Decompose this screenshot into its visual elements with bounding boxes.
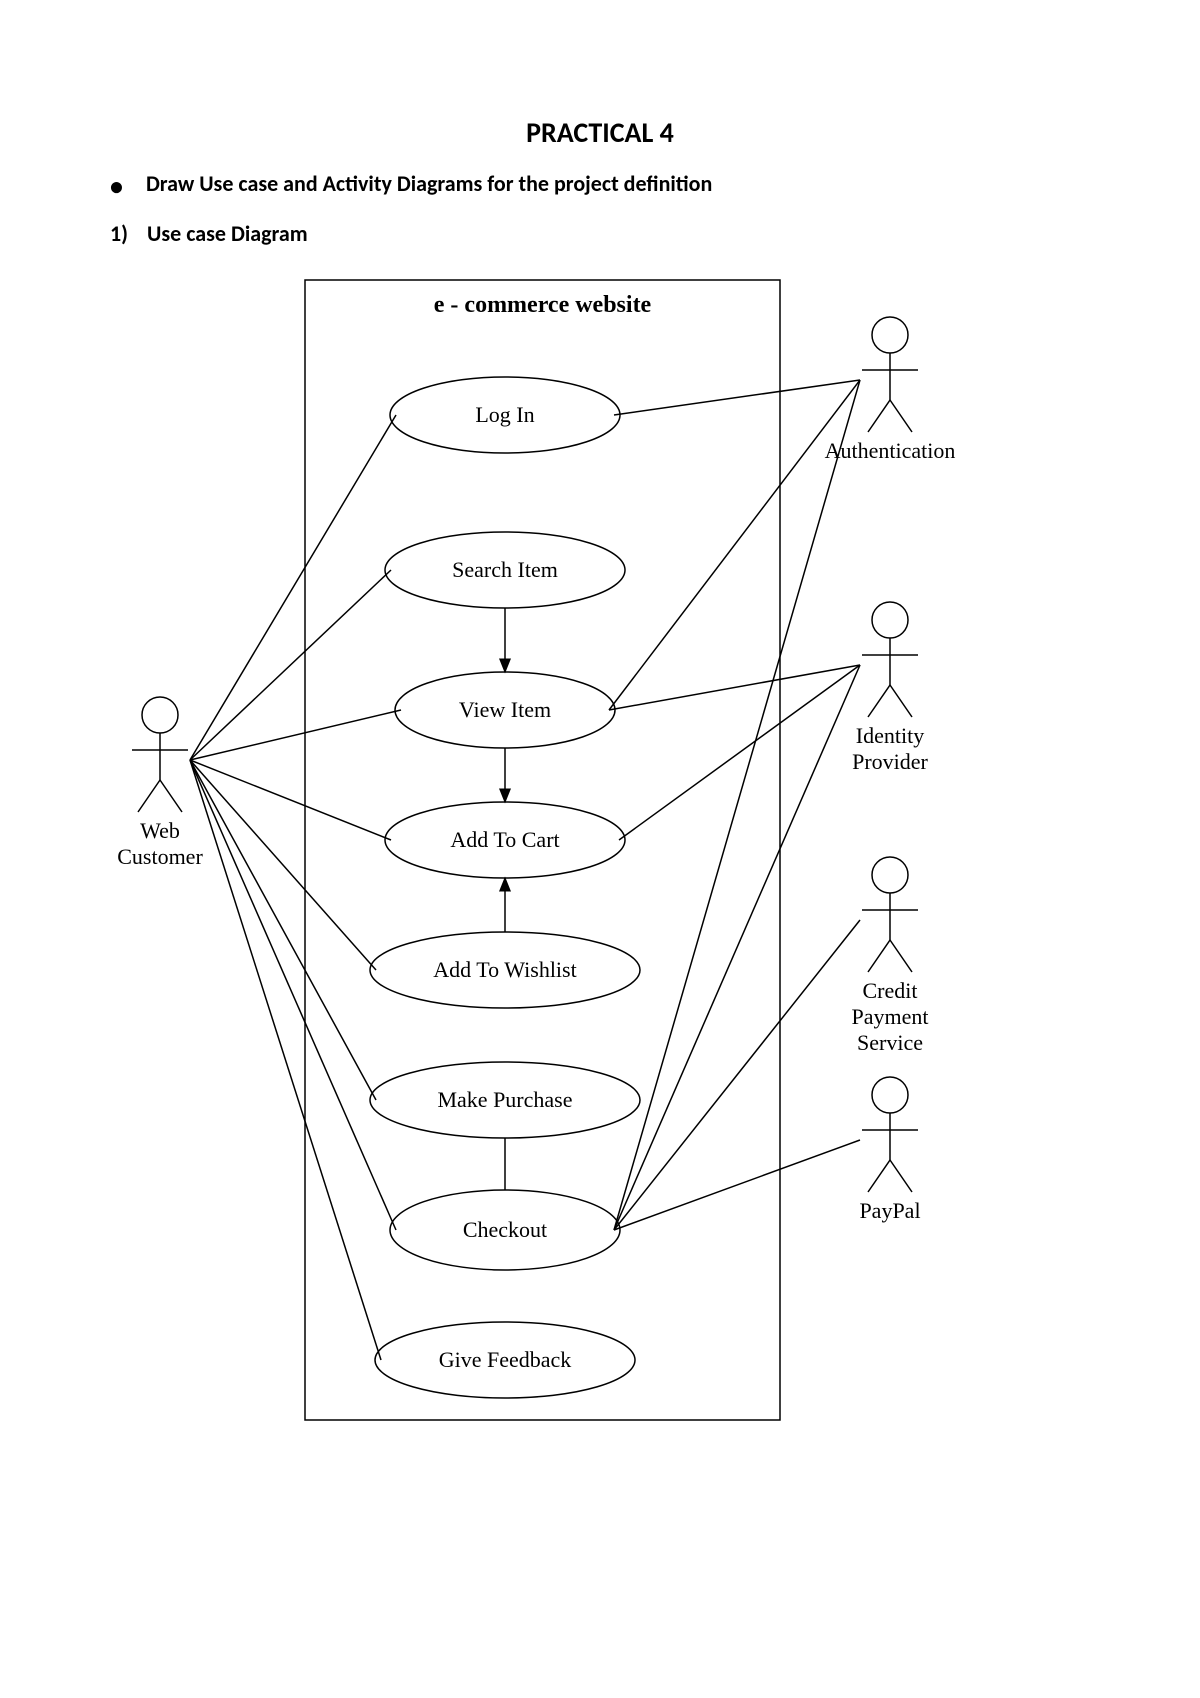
actor-label-customer: Web [140, 818, 180, 843]
actor-credit: CreditPaymentService [852, 857, 929, 1055]
use-case-label-login: Log In [475, 402, 534, 427]
actor-auth: Authentication [825, 317, 956, 463]
document-page: PRACTICAL 4 • Draw Use case and Activity… [0, 0, 1200, 1698]
assoc-idp-checkout [614, 665, 860, 1230]
actor-label-credit: Payment [852, 1004, 929, 1029]
instruction-bullet: • Draw Use case and Activity Diagrams fo… [110, 170, 712, 197]
use-case-label-wishlist: Add To Wishlist [433, 957, 576, 982]
section-heading: 1) Use case Diagram [110, 220, 308, 247]
actor-label-customer: Customer [117, 844, 203, 869]
section-number: 1) [110, 220, 128, 247]
use-case-label-view: View Item [459, 697, 551, 722]
actor-customer: WebCustomer [117, 697, 203, 869]
actor-label-idp: Provider [852, 749, 928, 774]
assoc-auth-checkout [614, 380, 860, 1230]
section-title: Use case Diagram [147, 220, 308, 247]
actor-label-idp: Identity [856, 723, 924, 748]
assoc-customer-wishlist [190, 760, 376, 970]
actor-label-credit: Service [857, 1030, 923, 1055]
actor-idp: IdentityProvider [852, 602, 928, 774]
page-title: PRACTICAL 4 [0, 115, 1200, 150]
assoc-auth-login [614, 380, 860, 415]
use-case-diagram: e - commerce website Log In Search Item Vie… [80, 260, 1120, 1460]
assoc-customer-purchase [190, 760, 376, 1100]
actor-label-paypal: PayPal [859, 1198, 920, 1223]
use-case-label-cart: Add To Cart [450, 827, 559, 852]
use-case-label-search: Search Item [452, 557, 558, 582]
instruction-text: Draw Use case and Activity Diagrams for … [146, 170, 712, 197]
assoc-paypal-checkout [614, 1140, 860, 1230]
assoc-credit-checkout [614, 920, 860, 1230]
assoc-customer-view [190, 710, 401, 760]
use-case-label-feedback: Give Feedback [439, 1347, 572, 1372]
actor-label-credit: Credit [863, 978, 918, 1003]
system-label: e - commerce website [434, 292, 652, 318]
assoc-idp-view [609, 665, 860, 710]
assoc-customer-search [190, 570, 391, 760]
assoc-auth-view [609, 380, 860, 710]
use-case-label-purchase: Make Purchase [437, 1087, 572, 1112]
actor-label-auth: Authentication [825, 438, 956, 463]
actor-paypal: PayPal [859, 1077, 920, 1223]
assoc-customer-checkout [190, 760, 396, 1230]
use-case-label-checkout: Checkout [463, 1217, 547, 1242]
assoc-customer-feedback [190, 760, 381, 1360]
assoc-idp-cart [619, 665, 860, 840]
bullet-icon: • [110, 170, 123, 202]
assoc-customer-login [190, 415, 396, 760]
